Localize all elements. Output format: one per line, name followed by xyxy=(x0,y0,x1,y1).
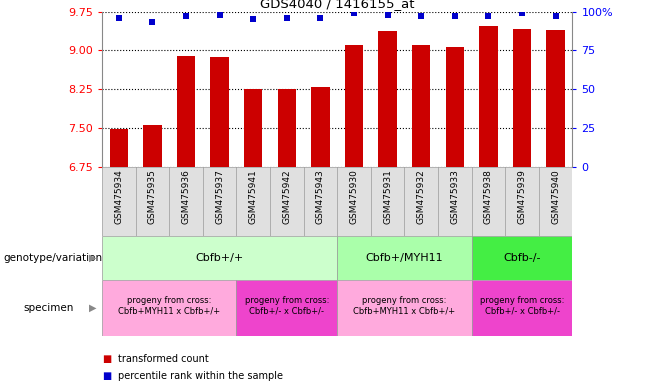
Bar xyxy=(345,45,363,167)
Text: progeny from cross:
Cbfb+MYH11 x Cbfb+/+: progeny from cross: Cbfb+MYH11 x Cbfb+/+ xyxy=(118,296,220,315)
Bar xyxy=(472,236,572,280)
Bar xyxy=(546,30,565,167)
Point xyxy=(114,15,124,21)
Bar xyxy=(378,31,397,167)
Text: Cbfb+/+: Cbfb+/+ xyxy=(195,253,243,263)
Point xyxy=(181,13,191,19)
Title: GDS4040 / 1416155_at: GDS4040 / 1416155_at xyxy=(260,0,415,10)
Text: ▶: ▶ xyxy=(89,253,97,263)
Bar xyxy=(412,45,430,167)
Bar xyxy=(278,89,296,167)
Bar xyxy=(102,236,337,280)
Text: ■: ■ xyxy=(102,354,111,364)
Text: progeny from cross:
Cbfb+/- x Cbfb+/-: progeny from cross: Cbfb+/- x Cbfb+/- xyxy=(480,296,565,315)
Point xyxy=(517,10,527,16)
Text: percentile rank within the sample: percentile rank within the sample xyxy=(118,371,284,381)
Text: genotype/variation: genotype/variation xyxy=(3,253,103,263)
Text: GSM475943: GSM475943 xyxy=(316,169,325,224)
Point xyxy=(550,13,561,19)
Point xyxy=(483,13,494,19)
Text: GSM475939: GSM475939 xyxy=(518,169,526,224)
Bar xyxy=(513,29,531,167)
Bar xyxy=(445,47,464,167)
Bar xyxy=(143,125,162,167)
Text: progeny from cross:
Cbfb+/- x Cbfb+/-: progeny from cross: Cbfb+/- x Cbfb+/- xyxy=(245,296,329,315)
Point xyxy=(282,15,292,21)
Text: GSM475941: GSM475941 xyxy=(249,169,258,224)
Text: GSM475932: GSM475932 xyxy=(417,169,426,224)
Bar xyxy=(244,89,263,167)
Bar xyxy=(236,280,337,336)
Bar xyxy=(311,87,330,167)
Bar xyxy=(337,236,472,280)
Point xyxy=(147,19,158,25)
Point xyxy=(215,12,225,18)
Text: GSM475937: GSM475937 xyxy=(215,169,224,224)
Text: GSM475934: GSM475934 xyxy=(114,169,123,224)
Point xyxy=(449,13,460,19)
Point xyxy=(315,15,326,21)
Bar xyxy=(211,57,229,167)
Text: ■: ■ xyxy=(102,371,111,381)
Text: progeny from cross:
Cbfb+MYH11 x Cbfb+/+: progeny from cross: Cbfb+MYH11 x Cbfb+/+ xyxy=(353,296,455,315)
Bar xyxy=(337,280,472,336)
Text: transformed count: transformed count xyxy=(118,354,209,364)
Text: GSM475933: GSM475933 xyxy=(450,169,459,224)
Point xyxy=(416,13,426,19)
Text: GSM475938: GSM475938 xyxy=(484,169,493,224)
Text: GSM475931: GSM475931 xyxy=(383,169,392,224)
Point xyxy=(382,12,393,18)
Text: specimen: specimen xyxy=(23,303,74,313)
Text: ▶: ▶ xyxy=(89,303,97,313)
Text: GSM475936: GSM475936 xyxy=(182,169,191,224)
Bar xyxy=(479,26,497,167)
Text: Cbfb-/-: Cbfb-/- xyxy=(503,253,541,263)
Bar xyxy=(102,280,236,336)
Text: Cbfb+/MYH11: Cbfb+/MYH11 xyxy=(366,253,443,263)
Bar xyxy=(109,129,128,167)
Bar xyxy=(177,56,195,167)
Text: GSM475935: GSM475935 xyxy=(148,169,157,224)
Text: GSM475930: GSM475930 xyxy=(349,169,359,224)
Point xyxy=(248,16,259,22)
Point xyxy=(349,10,359,16)
Bar xyxy=(472,280,572,336)
Text: GSM475942: GSM475942 xyxy=(282,169,291,224)
Text: GSM475940: GSM475940 xyxy=(551,169,560,224)
